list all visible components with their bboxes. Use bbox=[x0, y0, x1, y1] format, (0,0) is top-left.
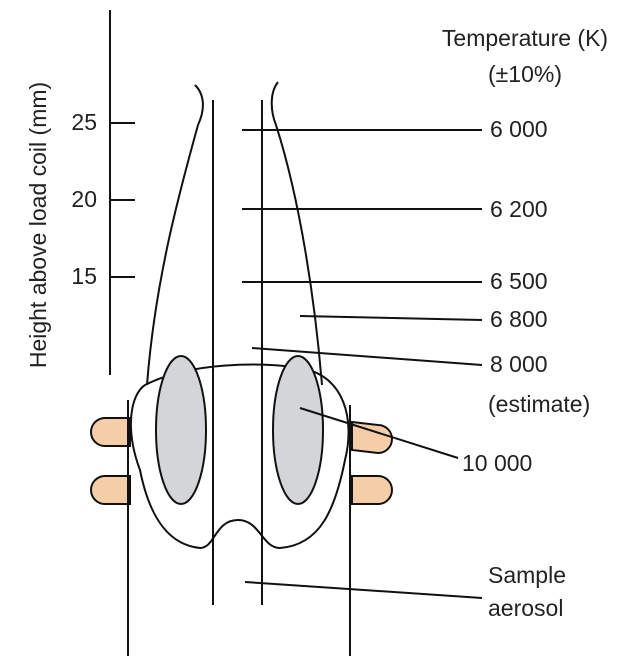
temperature-label: 6 500 bbox=[490, 268, 548, 294]
legend-title: Temperature (K) bbox=[442, 25, 608, 51]
legend-subtitle: (±10%) bbox=[488, 61, 562, 87]
flame-edge bbox=[270, 81, 323, 386]
leader bbox=[251, 347, 483, 366]
leader bbox=[299, 315, 483, 321]
hot-zone bbox=[272, 355, 324, 505]
leader bbox=[299, 407, 459, 459]
temperature-note: (estimate) bbox=[488, 391, 590, 417]
temperature-label: 6 000 bbox=[490, 116, 548, 142]
axis-label: Height above load coil (mm) bbox=[25, 82, 51, 368]
hot-zone bbox=[155, 355, 207, 505]
temperature-label: 6 200 bbox=[490, 196, 548, 222]
temperature-label: 6 800 bbox=[490, 306, 548, 332]
flame-edge bbox=[146, 84, 204, 386]
temperature-label: 8 000 bbox=[490, 351, 548, 377]
load-coil bbox=[90, 417, 393, 505]
tick-label: 20 bbox=[71, 186, 97, 212]
tick-label: 25 bbox=[71, 109, 97, 135]
sample-label: aerosol bbox=[488, 595, 563, 621]
leader bbox=[244, 581, 483, 599]
sample-label: Sample bbox=[488, 562, 566, 588]
temperature-label: 10 000 bbox=[462, 450, 532, 476]
tick-label: 15 bbox=[71, 263, 97, 289]
